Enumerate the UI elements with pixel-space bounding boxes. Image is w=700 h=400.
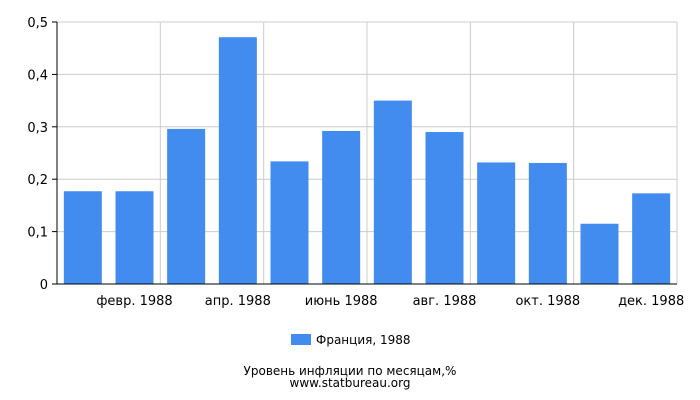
- y-tick-label: 0,2: [27, 173, 48, 188]
- chart-gridlines: [57, 21, 678, 284]
- chart-axes: [56, 22, 677, 285]
- bar-2: [115, 191, 154, 284]
- bar-7: [373, 100, 412, 284]
- legend-swatch: [291, 334, 311, 345]
- y-tick-label: 0: [40, 278, 48, 293]
- bar-11: [580, 223, 619, 284]
- y-axis-ticks: 0 0,1 0,2 0,3 0,4 0,5: [27, 16, 57, 293]
- x-tick-label: авг. 1988: [413, 294, 477, 309]
- x-tick-label: февр. 1988: [96, 294, 172, 309]
- bar-8: [425, 132, 464, 284]
- chart-legend: Франция, 1988: [291, 333, 411, 347]
- bar-1: [63, 191, 102, 284]
- chart-title: Уровень инфляции по месяцам,%: [244, 364, 457, 378]
- bar-12: [632, 193, 671, 284]
- x-tick-label: дек. 1988: [618, 294, 684, 309]
- x-tick-label: июнь 1988: [305, 294, 378, 309]
- y-tick-label: 0,3: [27, 121, 48, 136]
- x-tick-label: окт. 1988: [515, 294, 580, 309]
- bar-10: [528, 162, 567, 284]
- x-tick-label: апр. 1988: [205, 294, 271, 309]
- bar-4: [218, 37, 257, 284]
- chart-subtitle: www.statbureau.org: [290, 376, 411, 390]
- legend-label: Франция, 1988: [316, 333, 411, 347]
- chart-bars: [63, 37, 671, 284]
- x-axis-ticks: февр. 1988 апр. 1988 июнь 1988 авг. 1988 окт…: [96, 294, 684, 309]
- bar-5: [270, 161, 309, 284]
- bar-3: [167, 128, 206, 284]
- y-tick-label: 0,5: [27, 16, 48, 31]
- y-tick-label: 0,4: [27, 68, 48, 83]
- y-tick-label: 0,1: [27, 226, 48, 241]
- bar-6: [322, 130, 361, 284]
- bar-9: [477, 162, 516, 284]
